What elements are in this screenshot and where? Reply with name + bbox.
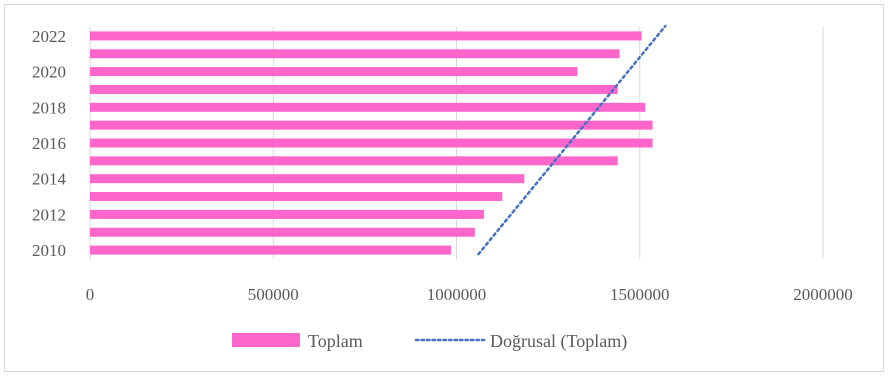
x-tick-labels: 0 500000 1000000 1500000 2000000 [86,285,853,304]
bar-2017 [90,120,653,130]
legend-swatch-toplam [232,333,300,347]
bar-2014 [90,174,525,184]
x-tick-label-3: 1500000 [610,285,670,304]
bar-2010 [90,245,452,255]
x-tick-label-0: 0 [86,285,95,304]
bar-2019 [90,84,618,94]
y-tick-label-2022: 2022 [32,27,66,46]
bar-2016 [90,138,653,148]
bar-2012 [90,209,484,219]
chart-frame [4,4,884,372]
y-tick-label-2012: 2012 [32,205,66,224]
y-tick-label-2010: 2010 [32,241,66,260]
y-tick-label-2018: 2018 [32,98,66,117]
x-tick-label-2: 1000000 [427,285,487,304]
trendline [477,24,667,256]
bar-2021 [90,49,620,59]
x-tick-label-1: 500000 [248,285,299,304]
x-tick-label-4: 2000000 [793,285,853,304]
y-tick-label-2020: 2020 [32,63,66,82]
bar-2018 [90,102,646,112]
trendline-layer [477,24,667,256]
bars [90,31,653,255]
bar-2011 [90,227,475,237]
y-tick-labels: 2010 2012 2014 2016 2018 2020 2022 [32,27,67,260]
y-tick-label-2014: 2014 [32,170,67,189]
y-tick-label-2016: 2016 [32,134,66,153]
bar-2022 [90,31,642,41]
bar-2020 [90,67,578,77]
legend: Toplam Doğrusal (Toplam) [232,331,627,352]
bar-2015 [90,156,618,166]
legend-label-trendline: Doğrusal (Toplam) [490,331,627,352]
bar-2013 [90,192,503,202]
legend-label-toplam: Toplam [308,331,363,351]
